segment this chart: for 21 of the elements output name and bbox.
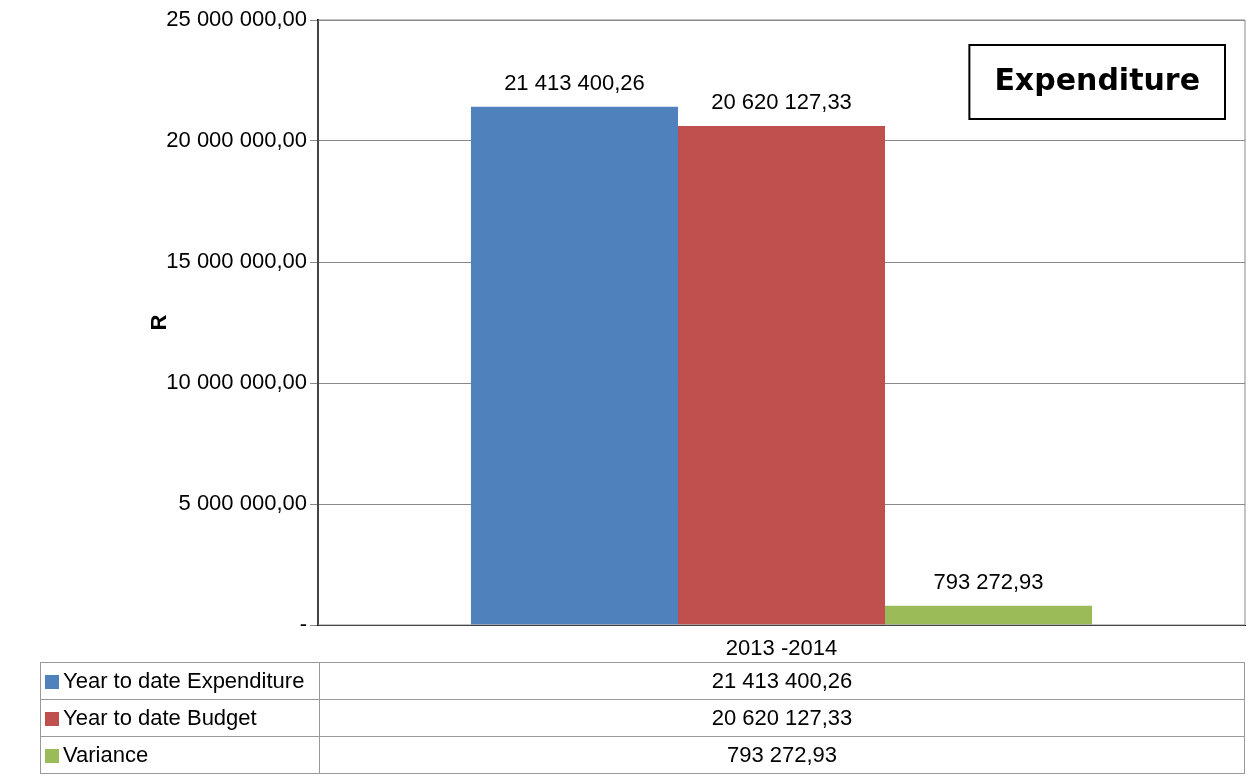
- y-tick-label: 5 000 000,00: [178, 490, 307, 516]
- data-label: 21 413 400,26: [504, 69, 645, 95]
- y-tick-label: -: [299, 611, 307, 637]
- y-tick-label: 25 000 000,00: [166, 6, 307, 32]
- legend-label: Variance: [40, 736, 320, 774]
- y-tick-label: 20 000 000,00: [166, 127, 307, 153]
- y-tick-label: 10 000 000,00: [166, 369, 307, 395]
- x-tick-label: 2013 -2014: [725, 635, 838, 661]
- y-tick-label: 15 000 000,00: [166, 248, 307, 274]
- bar: [885, 605, 1093, 625]
- legend-label: Year to date Expenditure: [40, 662, 320, 700]
- text: 21 413 400,26: [711, 668, 853, 693]
- bar: [677, 125, 886, 625]
- text: 793 272,93: [726, 742, 838, 767]
- y-axis-title: R: [146, 314, 172, 331]
- bar: [470, 106, 678, 625]
- text: Expenditure: [994, 61, 1200, 97]
- legend-label: Year to date Budget: [40, 699, 320, 737]
- text: 20 620 127,33: [711, 705, 853, 730]
- data-label: 793 272,93: [933, 568, 1044, 594]
- data-label: 20 620 127,33: [711, 89, 852, 115]
